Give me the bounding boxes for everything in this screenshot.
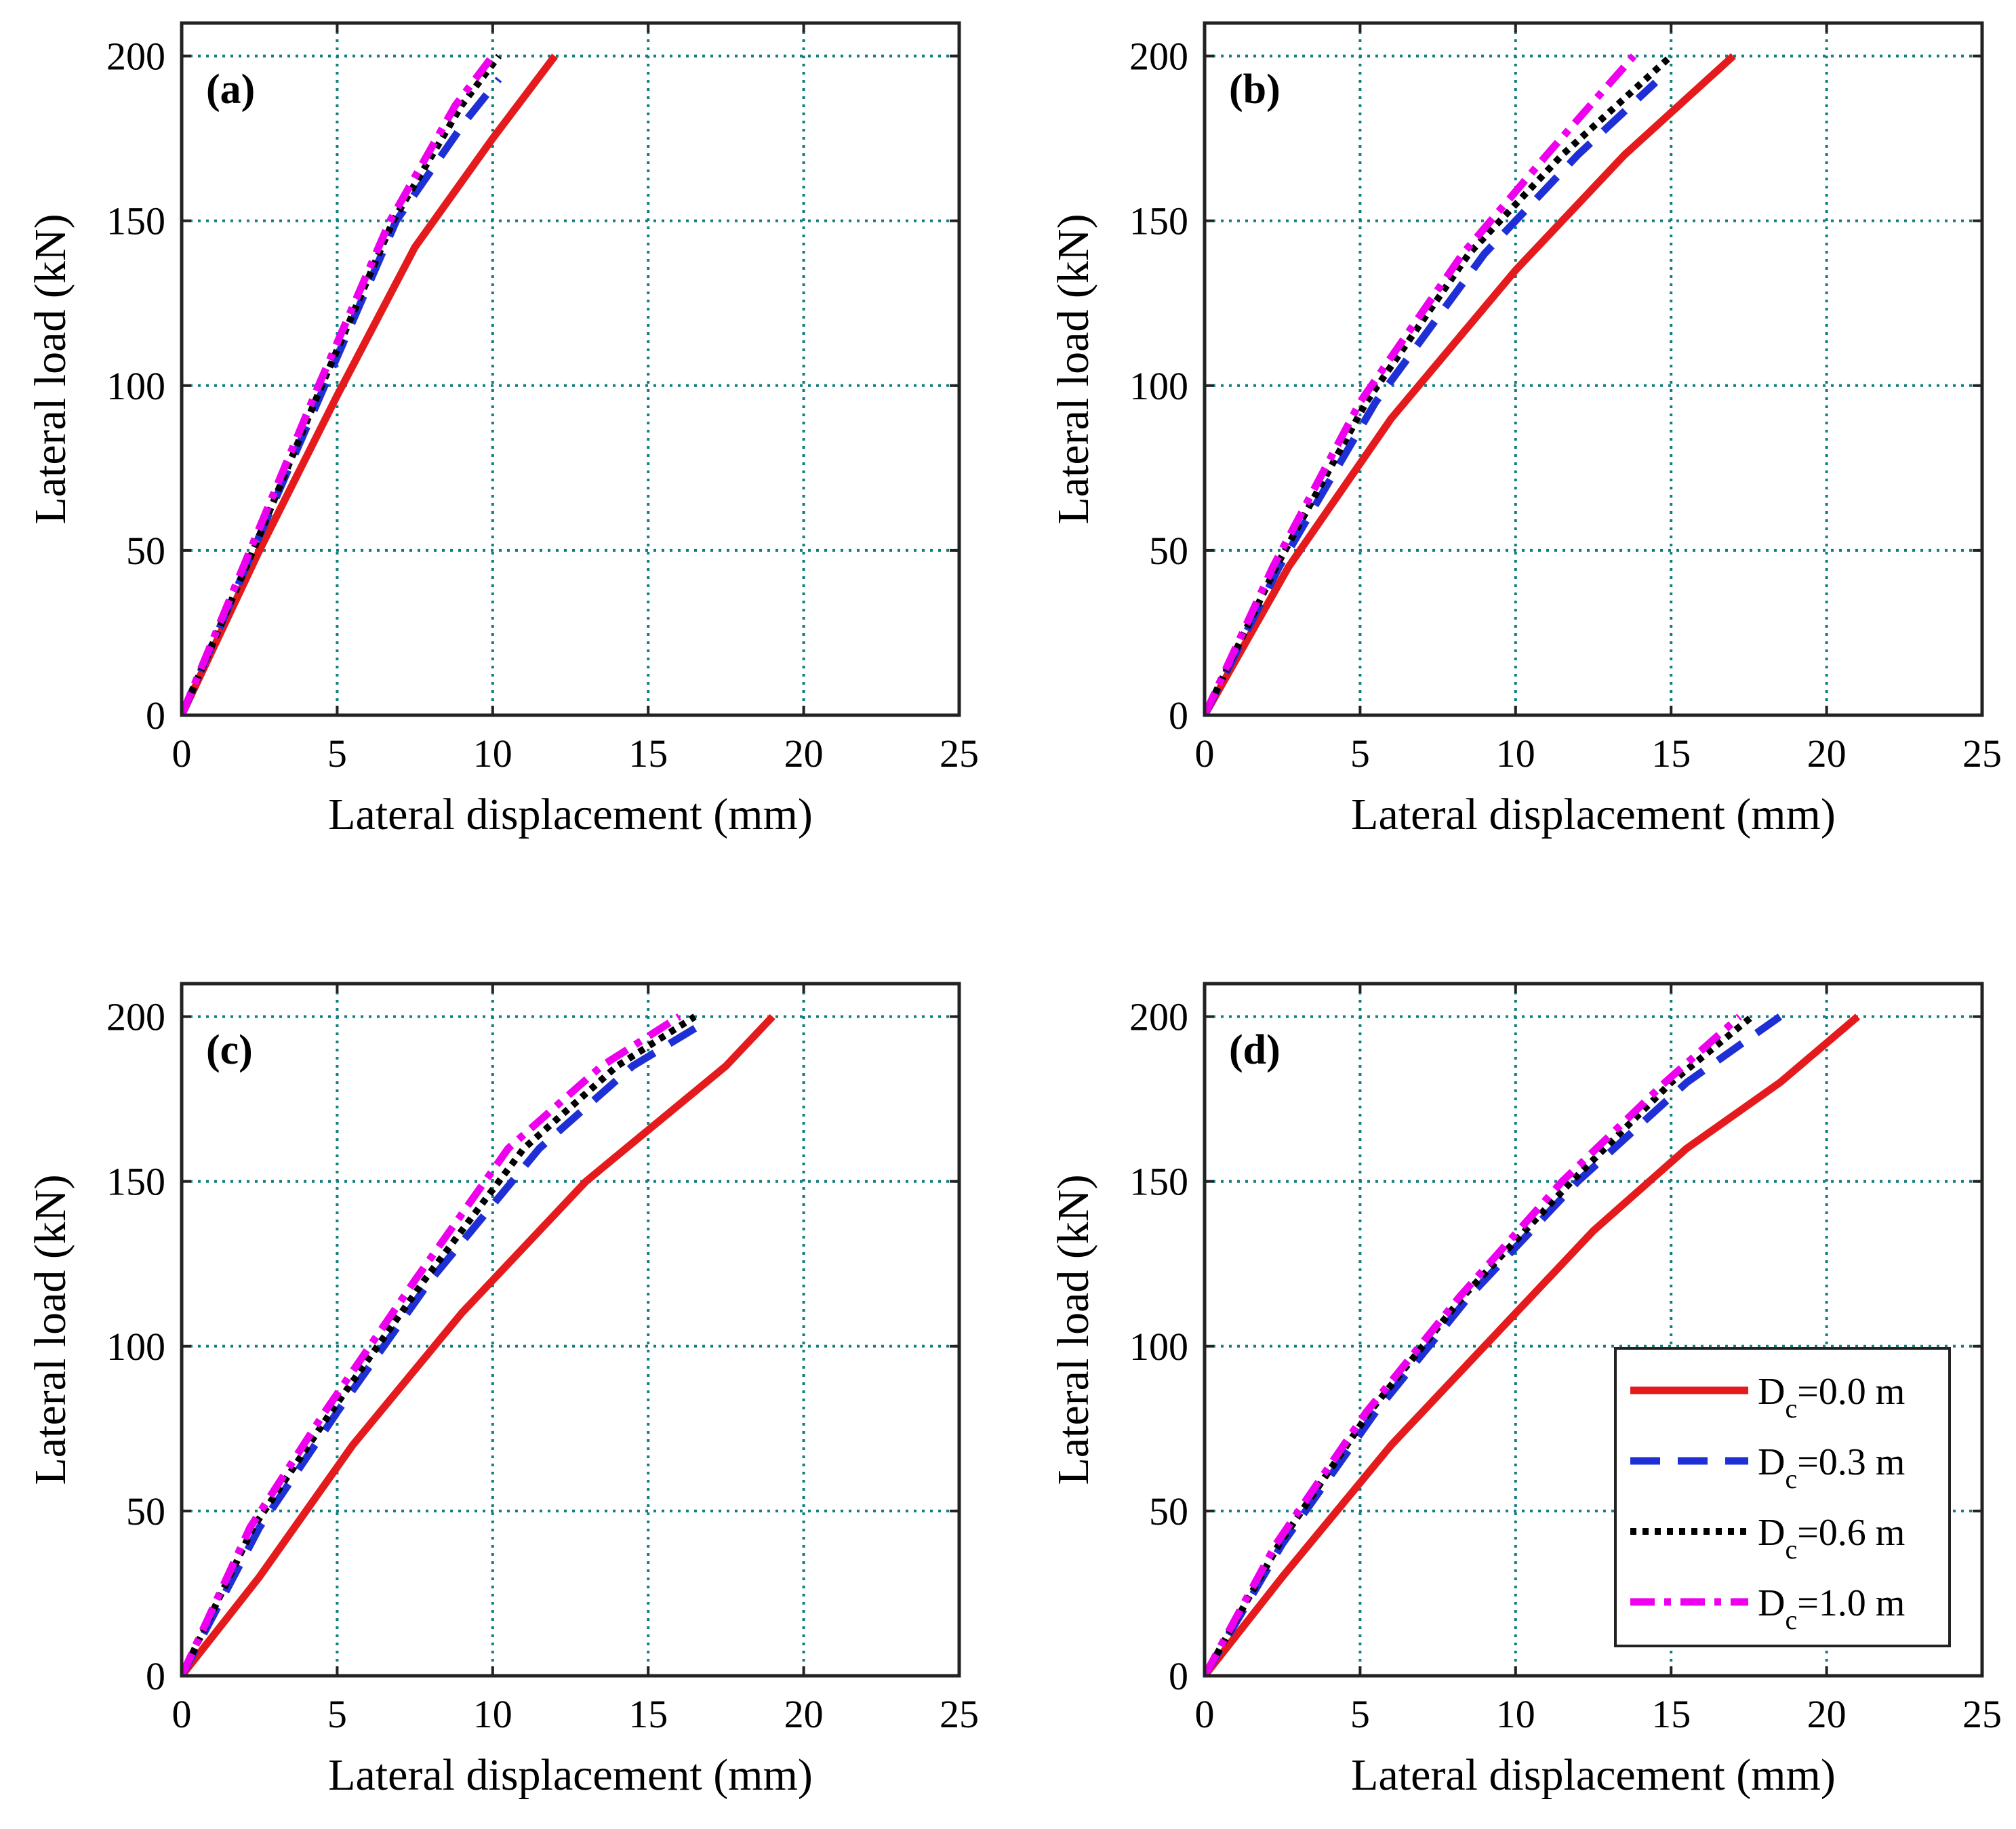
y-tick-label: 150 — [1129, 199, 1188, 243]
y-tick-label: 100 — [106, 1325, 165, 1369]
x-tick-label: 5 — [327, 1692, 347, 1736]
legend-subscript: c — [1785, 1534, 1797, 1565]
y-tick-label: 50 — [1149, 1489, 1188, 1533]
y-tick-label: 150 — [106, 199, 165, 243]
y-tick-label: 0 — [1169, 694, 1188, 738]
y-tick-label: 100 — [106, 364, 165, 408]
series-line-Dc03 — [182, 1023, 700, 1676]
y-tick-label: 50 — [1149, 529, 1188, 573]
legend-subscript: c — [1785, 1464, 1797, 1494]
legend: Dc=0.0 mDc=0.3 mDc=0.6 mDc=1.0 m — [1614, 1347, 1951, 1647]
y-tick-label: 100 — [1129, 364, 1188, 408]
x-tick-label: 20 — [784, 731, 824, 776]
x-tick-label: 10 — [1496, 731, 1535, 776]
y-axis-label: Lateral load (kN) — [1049, 1174, 1098, 1485]
series-line-Dc06 — [182, 54, 502, 715]
legend-value: =1.0 m — [1797, 1582, 1905, 1624]
legend-main: D — [1758, 1441, 1785, 1483]
panel-a: 0 5 10 15 20 25 0 50 100 150 200 Lateral displaceme… — [26, 21, 979, 839]
y-tick-label: 100 — [1129, 1325, 1188, 1369]
series-group — [1205, 1013, 1861, 1676]
y-tick-label: 50 — [126, 529, 165, 573]
legend-entry-text: Dc=0.3 m — [1758, 1441, 1905, 1494]
series-group — [182, 54, 558, 715]
x-tick-label: 20 — [784, 1692, 824, 1736]
x-tick-label: 25 — [1962, 731, 2002, 776]
x-tick-label: 25 — [1962, 1692, 2002, 1736]
x-tick-label: 0 — [172, 1692, 192, 1736]
x-axis-label: Lateral displacement (mm) — [328, 1750, 813, 1800]
y-axis-label: Lateral load (kN) — [26, 214, 75, 524]
legend-entry-text: Dc=0.0 m — [1758, 1371, 1905, 1424]
legend-box — [1614, 1347, 1951, 1647]
legend-entry-text: Dc=0.6 m — [1758, 1512, 1905, 1565]
x-tick-label: 20 — [1807, 1692, 1847, 1736]
panel-b: 0 5 10 15 20 25 0 50 100 150 200 Lateral displaceme… — [1049, 21, 2002, 839]
x-tick-label: 5 — [1350, 1692, 1370, 1736]
panel-label: (b) — [1229, 66, 1281, 113]
x-tick-label: 15 — [1651, 731, 1691, 776]
x-axis-label: Lateral displacement (mm) — [1351, 1750, 1836, 1800]
y-tick-label: 0 — [146, 694, 165, 738]
x-tick-label: 0 — [172, 731, 192, 776]
x-tick-label: 25 — [940, 1692, 979, 1736]
y-tick-label: 200 — [1129, 35, 1188, 79]
x-axis-label: Lateral displacement (mm) — [328, 790, 813, 839]
series-line-Dc00 — [1205, 1013, 1861, 1676]
y-tick-label: 150 — [106, 1160, 165, 1204]
legend-main: D — [1758, 1371, 1785, 1413]
y-tick-label: 50 — [126, 1489, 165, 1533]
legend-value: =0.0 m — [1797, 1371, 1905, 1413]
x-tick-label: 25 — [940, 731, 979, 776]
plot-frame — [1203, 21, 1984, 717]
legend-value: =0.3 m — [1797, 1441, 1905, 1483]
series-line-Dc03 — [1205, 1013, 1782, 1676]
x-tick-label: 5 — [1350, 731, 1370, 776]
x-tick-label: 15 — [628, 1692, 668, 1736]
legend-entry-text: Dc=1.0 m — [1758, 1582, 1905, 1635]
series-line-Dc10 — [1205, 53, 1637, 715]
legend-subscript: c — [1785, 1605, 1797, 1635]
x-tick-label: 0 — [1195, 731, 1215, 776]
series-line-Dc00 — [1205, 53, 1736, 715]
series-line-Dc03 — [1205, 79, 1659, 715]
plot-frame — [180, 21, 961, 717]
y-axis-label: Lateral load (kN) — [26, 1174, 75, 1485]
series-line-Dc10 — [1205, 1013, 1742, 1676]
series-line-Dc00 — [182, 1013, 775, 1676]
legend-value: =0.6 m — [1797, 1512, 1905, 1554]
x-tick-label: 0 — [1195, 1692, 1215, 1736]
plot-frame — [180, 982, 961, 1678]
y-tick-label: 0 — [146, 1654, 165, 1698]
y-tick-label: 150 — [1129, 1160, 1188, 1204]
x-axis-label: Lateral displacement (mm) — [1351, 790, 1836, 839]
panel-label: (c) — [206, 1027, 253, 1073]
plot-frame — [1203, 982, 1984, 1678]
x-tick-label: 15 — [1651, 1692, 1691, 1736]
series-group — [1205, 53, 1736, 715]
series-line-Dc06 — [1205, 53, 1674, 715]
panel-label: (d) — [1229, 1027, 1281, 1073]
y-axis-label: Lateral load (kN) — [1049, 214, 1098, 524]
panel-c: 0 5 10 15 20 25 0 50 100 150 200 Lateral displaceme… — [26, 982, 979, 1800]
y-tick-label: 0 — [1169, 1654, 1188, 1698]
legend-main: D — [1758, 1512, 1785, 1554]
x-tick-label: 10 — [473, 731, 512, 776]
x-tick-label: 15 — [628, 731, 668, 776]
series-line-Dc00 — [182, 54, 558, 715]
series-line-Dc10 — [182, 1013, 682, 1676]
y-tick-label: 200 — [106, 35, 165, 79]
y-tick-label: 200 — [1129, 995, 1188, 1039]
x-tick-label: 20 — [1807, 731, 1847, 776]
panel-label: (a) — [206, 66, 255, 113]
series-group — [182, 1013, 775, 1676]
legend-main: D — [1758, 1582, 1785, 1624]
y-tick-label: 200 — [106, 995, 165, 1039]
x-tick-label: 10 — [473, 1692, 512, 1736]
panel-d: 0 5 10 15 20 25 0 50 100 150 200 Lateral displaceme… — [1049, 982, 2002, 1800]
legend-subscript: c — [1785, 1393, 1797, 1424]
x-tick-label: 10 — [1496, 1692, 1535, 1736]
x-tick-label: 5 — [327, 731, 347, 776]
